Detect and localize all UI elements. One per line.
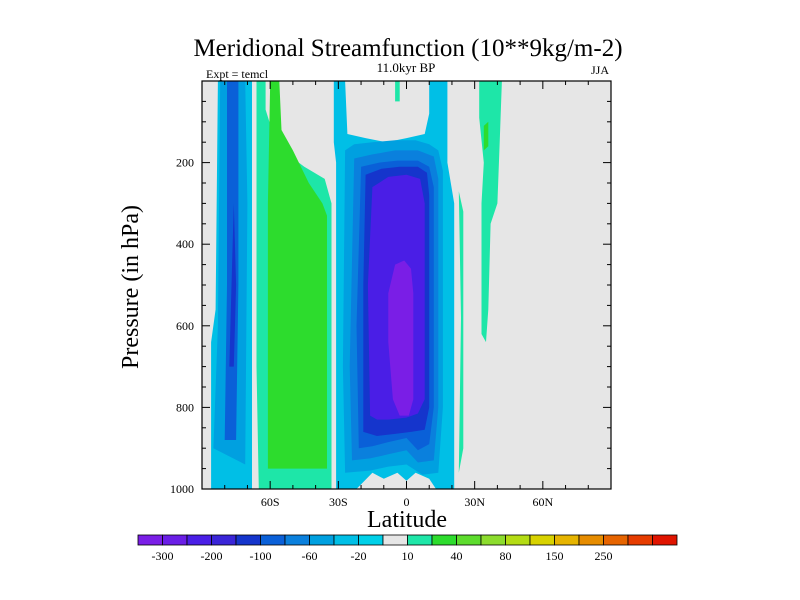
y-axis-label: Pressure (in hPa) [118,205,144,369]
contour-regions [211,81,502,489]
colorbar-label: 10 [402,549,414,563]
colorbar-segment [554,534,580,546]
colorbar-label: -60 [302,549,318,563]
colorbar-segment [235,534,261,546]
colorbar-segment [578,534,604,546]
colorbar-label: -20 [351,549,367,563]
x-tick-label: 30N [464,495,485,509]
y-tick-label: 800 [176,400,194,414]
contour-hadley-cell-core [388,260,414,416]
contour-southern-polar-cell-core [224,81,239,440]
colorbar-label: 250 [595,549,613,563]
colorbar-segment [480,534,506,546]
contour-northern-cell-patch [458,191,464,473]
y-tick-label: 400 [176,237,194,251]
colorbar-label: -300 [152,549,174,563]
colorbar-segment [260,534,286,546]
x-tick-label: 60N [532,495,553,509]
colorbar-segment [529,534,555,546]
colorbar-segment [603,534,629,546]
x-axis-label: Latitude [367,507,447,533]
season-label: JJA [591,63,609,77]
experiment-label: Expt = temcl [206,67,269,81]
colorbar: -300 -200 -100 -60 -20 10 40 80 150 250 [137,534,678,563]
x-tick-label: 60S [261,495,280,509]
contour-southern-ferrel-cell-core [267,81,327,469]
contour-southern-polar-cell-inner [229,203,237,367]
colorbar-segment [162,534,188,546]
y-tick-label: 1000 [170,482,194,496]
y-tick-label: 200 [176,156,194,170]
colorbar-segment [333,534,359,546]
colorbar-segment [186,534,212,546]
colorbar-label: 80 [500,549,512,563]
colorbar-segment [505,534,531,546]
colorbar-label: -100 [250,549,272,563]
colorbar-segment [652,534,678,546]
y-axis: 200 400 600 800 1000 [170,156,194,496]
x-tick-label: 0 [404,495,410,509]
colorbar-segment [137,534,163,546]
y-tick-label: 600 [176,319,194,333]
colorbar-label: 150 [546,549,564,563]
colorbar-segment [627,534,653,546]
colorbar-label: -200 [201,549,223,563]
colorbar-segment [284,534,310,546]
colorbar-label: 40 [451,549,463,563]
contour-northern-cell-core [483,121,489,151]
colorbar-segment [211,534,237,546]
x-axis: 60S 30S 0 30N 60N [261,495,554,509]
colorbar-segment [407,534,433,546]
colorbar-segment [431,534,457,546]
plot-area [202,81,611,489]
colorbar-segment [358,534,384,546]
x-tick-label: 30S [329,495,348,509]
colorbar-segment [309,534,335,546]
colorbar-segment [382,534,408,546]
time-label: 11.0kyr BP [377,60,436,75]
contour-equatorial-upper-patch [395,81,400,102]
plot-frame [201,80,612,490]
colorbar-segment [456,534,482,546]
chart-title: Meridional Streamfunction (10**9kg/m-2) [193,35,622,62]
